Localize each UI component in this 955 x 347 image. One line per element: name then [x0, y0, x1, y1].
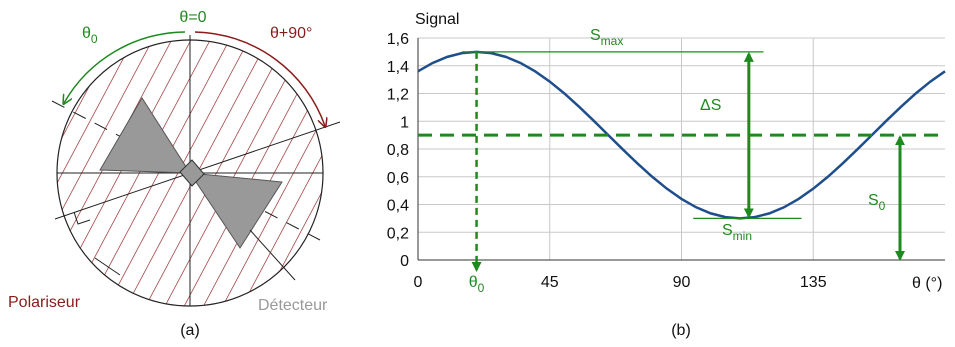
y-tick-label: 1,4: [387, 59, 409, 76]
detector-wing: [99, 97, 191, 174]
polarizer-pointer: [94, 257, 121, 276]
y-tick-label: 1,6: [387, 31, 409, 48]
label-main: θ: [82, 25, 91, 42]
x-axis-label: θ (°): [912, 275, 942, 292]
label-sub: 0: [879, 199, 886, 213]
rotation-arrow: [194, 31, 325, 126]
label-sub: min: [733, 229, 752, 243]
caption: (b): [671, 322, 691, 339]
y-tick-label: 0: [400, 253, 409, 270]
angle-zero-label: θ=0: [179, 9, 206, 26]
smax-label: Smax: [590, 27, 623, 48]
y-tick-label: 0,2: [387, 225, 409, 242]
polarizer-diagram: θ=0 θ0 θ+90° Polariseur Détecteur (a): [8, 9, 341, 339]
y-tick-label: 1,2: [387, 87, 409, 104]
detector-label: Détecteur: [258, 297, 328, 314]
caption: (a): [180, 322, 200, 339]
y-tick-label: 1: [400, 114, 409, 131]
detector-center: [179, 159, 205, 187]
angle-arrow: [64, 31, 186, 103]
label-main: S: [590, 27, 601, 44]
label-main: θ: [469, 274, 478, 291]
signal-curve: [417, 50, 946, 220]
smin-label: Smin: [722, 222, 752, 243]
angle-ninety-label: θ+90°: [270, 25, 312, 42]
y-tick-label: 0,4: [387, 198, 409, 215]
label-main: ΔS: [700, 97, 721, 114]
x-tick-label: 0: [414, 274, 423, 291]
y-tick-label: 0,6: [387, 170, 409, 187]
signal-chart: Signal θ (°) (b) 0 0,2 0,4 0,6 0,8 1 1,2 1,4 1,6…: [387, 11, 946, 339]
x-tick-label: 45: [541, 274, 559, 291]
x-tick-label: 135: [800, 274, 827, 291]
label-sub: 0: [478, 281, 485, 295]
y-tick-label: 0,8: [387, 142, 409, 159]
right-angle-mark: [73, 211, 91, 225]
y-axis-label: Signal: [415, 11, 459, 28]
detector-wing: [188, 172, 283, 249]
delta_s-label: ΔS: [700, 97, 721, 114]
label-main: S: [868, 192, 879, 209]
angle-start-label: θ0: [82, 25, 98, 46]
label-sub: 0: [91, 32, 98, 46]
polarizer-label: Polariseur: [8, 294, 81, 311]
x-tick-label: 90: [673, 274, 691, 291]
label-sub: max: [601, 34, 624, 48]
detector-pointer: [249, 229, 296, 281]
s0-label: S0: [868, 192, 886, 213]
label-main: S: [722, 222, 733, 239]
theta0-label: θ0: [469, 274, 485, 295]
